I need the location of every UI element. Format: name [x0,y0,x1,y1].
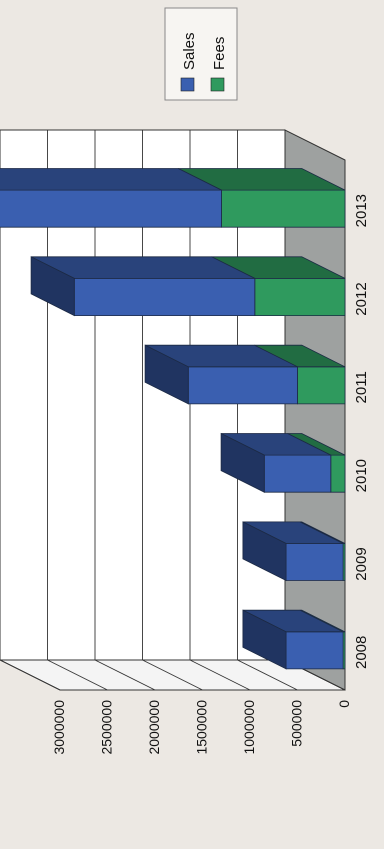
bar-end-2011 [144,344,189,405]
bar-fees-2010 [330,454,346,493]
y-tick-label: 1500000 [194,700,210,755]
bar-sales-2012 [73,277,256,317]
gridline-side [189,659,251,691]
gridline-side [0,659,61,691]
bar-end-2010 [220,432,265,493]
bar-fees-2011 [297,366,346,405]
y-tick-label: 0 [336,700,352,708]
legend: Sales Fees [164,7,238,101]
gridline-side [47,659,108,691]
x-tick-label: 2012 [353,282,370,315]
legend-swatch-fees [210,77,225,92]
bar-top-sales-2013 [0,168,222,191]
y-tick-label: 2000000 [146,700,162,755]
bar-sales-2009 [285,543,344,581]
gridline-side [142,659,203,691]
legend-label-fees: Fees [211,37,228,70]
bar-end-2012 [30,256,75,317]
bar-fees-2012 [254,277,346,317]
x-tick-label: 2008 [353,636,370,669]
x-tick-label: 2011 [353,371,370,403]
x-tick-label: 2010 [353,459,370,492]
bar-sales-2011 [187,366,298,405]
bar-sales-2008 [285,631,344,670]
x-tick-label: 2013 [353,194,370,227]
bar-end-2009 [242,521,287,582]
bar-sales-2013 [0,189,222,228]
y-tick-label: 2500000 [99,700,115,755]
legend-label-sales: Sales [181,32,198,70]
gridline-side [94,659,156,691]
bar-end-2008 [242,609,287,670]
bar-sales-2010 [263,454,332,493]
y-tick-label: 3000000 [51,700,67,755]
gridline-side [237,659,298,691]
legend-box [164,7,238,101]
bar-fees-2013 [221,189,346,228]
y-tick-label: 1000000 [241,700,257,755]
legend-swatch-sales [180,77,195,92]
y-tick-label: 500000 [289,700,305,747]
x-tick-label: 2009 [353,547,370,580]
